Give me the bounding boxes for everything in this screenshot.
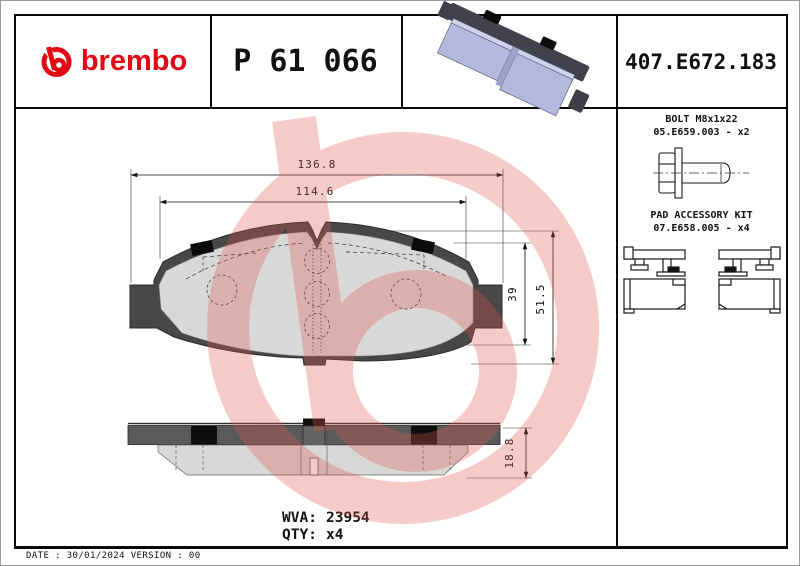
dimension-lines xyxy=(130,172,556,478)
pad-top-view-drawing xyxy=(127,418,501,475)
brake-pad-3d-image xyxy=(436,1,590,117)
bolt-title: BOLT M8x1x22 xyxy=(665,114,738,125)
bolt-code: 05.E659.003 - x2 xyxy=(653,127,750,138)
bolt-drawing xyxy=(653,147,749,199)
brand-cell: brembo xyxy=(16,16,210,107)
dim-pad-width: 114.6 xyxy=(295,185,334,198)
brembo-logo-icon xyxy=(40,43,72,77)
dim-outer-width: 136.8 xyxy=(297,158,336,171)
sidebar-divider xyxy=(616,16,618,546)
qty-value: x4 xyxy=(326,527,344,543)
dim-thickness: 18.8 xyxy=(503,437,516,468)
dim-outer-height: 51.5 xyxy=(534,283,547,314)
catalog-code: 407.E672.183 xyxy=(625,49,777,74)
kit-label: PAD ACCESSORY KIT 07.E658.005 - x4 xyxy=(617,209,786,235)
accessory-clips-drawing xyxy=(623,246,781,314)
drawing-sheet-frame: brembo P 61 066 407.E672.183 xyxy=(14,1,788,549)
kit-title: PAD ACCESSORY KIT xyxy=(650,210,753,221)
bolt-label: BOLT M8x1x22 05.E659.003 - x2 xyxy=(617,113,786,139)
kit-code: 07.E658.005 - x4 xyxy=(653,223,750,234)
header-divider-1 xyxy=(210,16,212,107)
wva-label: WVA: xyxy=(282,510,317,526)
pad-technical-drawing: 136.8 114.6 39 51.5 18.8 xyxy=(127,158,559,543)
footer-date-version: DATE : 30/01/2024 VERSION : 00 xyxy=(26,551,201,561)
brand-wordmark: brembo xyxy=(80,45,188,77)
wva-value: 23954 xyxy=(326,510,370,526)
accessories-panel: BOLT M8x1x22 05.E659.003 - x2 PAD ACCESS… xyxy=(617,109,786,546)
qty-label: QTY: xyxy=(282,527,317,543)
dim-pad-height: 39 xyxy=(506,286,519,302)
header-divider-2 xyxy=(401,16,403,107)
part-number: P 61 066 xyxy=(233,44,378,79)
pad-front-view-drawing xyxy=(129,220,503,365)
header-bottom-rule xyxy=(16,107,786,109)
